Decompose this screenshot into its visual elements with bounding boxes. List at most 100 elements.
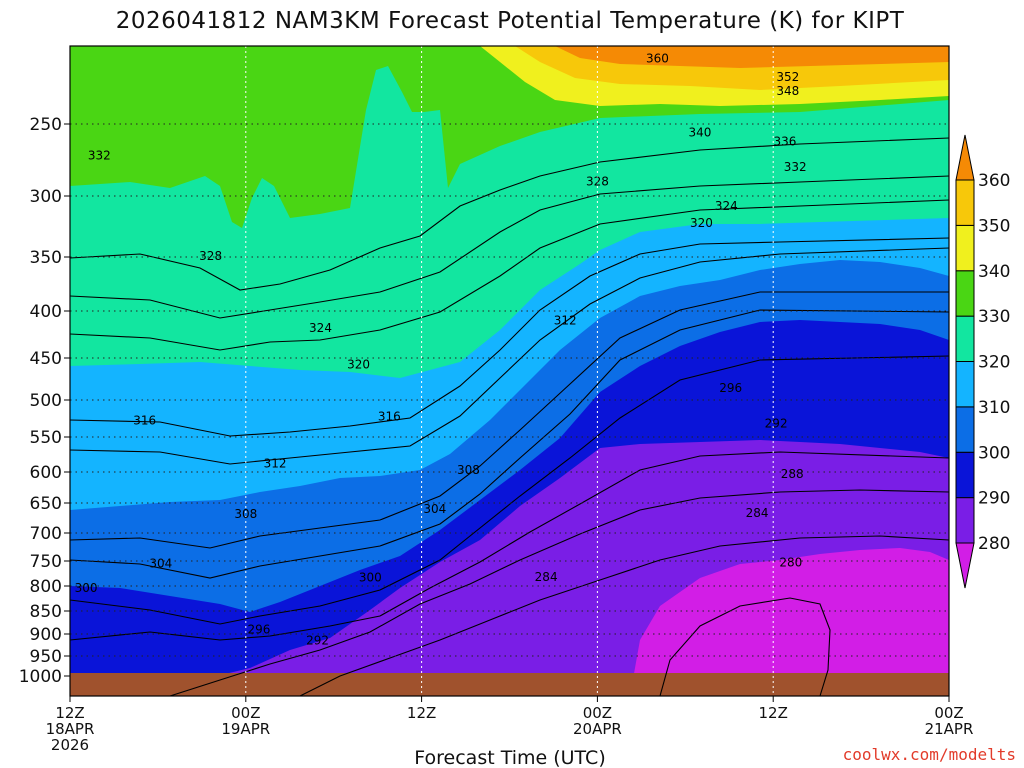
plot-frame	[69, 45, 950, 697]
contour-label: 332	[88, 149, 111, 163]
y-tick-label: 250	[30, 115, 62, 135]
y-tick-label: 900	[30, 625, 62, 645]
y-tick-label: 650	[30, 494, 62, 514]
contour-line	[70, 291, 949, 549]
contour-lines	[70, 137, 949, 696]
y-tick-label: 300	[30, 187, 62, 207]
y-tick-label: 550	[30, 428, 62, 448]
contour-label: 340	[688, 126, 711, 140]
contour-label: 312	[264, 457, 287, 471]
colorbar-label: 340	[978, 262, 1010, 282]
contour-label: 308	[234, 507, 257, 521]
contour-label: 328	[199, 249, 222, 263]
colorbar-label: 280	[978, 534, 1010, 554]
contour-label: 352	[776, 70, 799, 84]
y-tick-label: 950	[30, 647, 62, 667]
colorbar-label: 300	[978, 443, 1010, 463]
colorbar-segment-high	[955, 134, 975, 181]
y-axis: 250 300 350 400 450 500 550 600 650 700 750 800 850 9…	[19, 115, 70, 687]
y-tick-label: 350	[30, 248, 62, 268]
y-tick-label: 850	[30, 602, 62, 622]
contour-label: 280	[779, 556, 802, 570]
filled-bands	[70, 46, 949, 696]
y-tick-label: 450	[30, 349, 62, 369]
contour-line	[70, 175, 949, 319]
contour-line	[70, 237, 949, 437]
x-tick-label: 12Z	[407, 704, 436, 722]
contour-label: 304	[149, 557, 172, 571]
contour-line	[659, 597, 831, 696]
contour-label: 336	[773, 134, 796, 148]
contour-label: 288	[781, 467, 804, 481]
y-tick-label: 700	[30, 524, 62, 544]
colorbar-segment-310	[955, 361, 975, 408]
colorbar-label: 320	[978, 353, 1010, 373]
contour-label: 360	[646, 51, 669, 65]
colorbar-segment-300	[955, 406, 975, 453]
y-tick-label: 600	[30, 463, 62, 483]
contour-label: 308	[457, 463, 480, 477]
contour-label: 316	[378, 409, 401, 423]
contour-labels: 3603523483403363323323283243203283123243…	[75, 51, 807, 647]
y-tick-label: 1000	[19, 667, 62, 687]
contour-line	[70, 137, 949, 291]
chart-title: 2026041812 NAM3KM Forecast Potential Tem…	[116, 8, 905, 34]
colorbar-label: 330	[978, 307, 1010, 327]
y-tick-label: 500	[30, 391, 62, 411]
colorbar-segment-330	[955, 270, 975, 317]
contour-line	[169, 489, 949, 696]
y-tick-label: 750	[30, 552, 62, 572]
credit-link[interactable]: coolwx.com/modelts	[843, 745, 1016, 764]
contour-line	[70, 355, 949, 625]
contour-label: 312	[554, 313, 577, 327]
x-tick-label: 18APR	[46, 720, 95, 738]
x-tick-label: 12Z	[759, 704, 788, 722]
contour-label: 296	[248, 622, 271, 636]
contour-label: 332	[784, 160, 807, 174]
contour-label: 300	[359, 571, 382, 585]
x-tick-label: 00Z	[934, 704, 963, 722]
y-tick-label: 400	[30, 302, 62, 322]
contour-label: 284	[746, 506, 769, 520]
contour-label: 320	[347, 358, 370, 372]
x-tick-label: 21APR	[925, 720, 974, 738]
x-tick-label: 20APR	[573, 720, 622, 738]
colorbar-segment-350	[955, 179, 975, 226]
colorbar-segment-340	[955, 224, 975, 272]
contour-line	[70, 199, 949, 351]
contour-label: 284	[535, 570, 558, 584]
contour-label: 296	[719, 381, 742, 395]
contour-label: 328	[586, 175, 609, 189]
contour-line	[299, 535, 949, 696]
contour-label: 300	[75, 581, 98, 595]
colorbar-label: 290	[978, 489, 1010, 509]
x-tick-label: 19APR	[221, 720, 270, 738]
contour-line	[70, 309, 949, 579]
colorbar: 280 290 300 310 320 330 340 350 360	[955, 134, 1010, 589]
colorbar-label: 360	[978, 171, 1010, 191]
band-360-370	[555, 46, 949, 68]
x-tick-label: 00Z	[583, 704, 612, 722]
contour-label: 324	[715, 199, 738, 213]
x-tick-label: 00Z	[231, 704, 260, 722]
contour-label: 320	[690, 216, 713, 230]
colorbar-segment-280	[955, 497, 975, 544]
colorbar-label: 350	[978, 216, 1010, 236]
x-tick-label: 12Z	[55, 704, 84, 722]
contour-line	[70, 247, 949, 465]
colorbar-segment-290	[955, 451, 975, 499]
band-270-280	[630, 548, 949, 696]
contour-label: 304	[423, 502, 446, 516]
terrain-ground	[70, 673, 949, 696]
contour-line	[70, 451, 949, 641]
contour-label: 316	[133, 414, 156, 428]
gridlines	[70, 46, 949, 696]
contour-label: 292	[306, 634, 329, 648]
colorbar-segment-320	[955, 315, 975, 362]
contour-label: 324	[309, 321, 332, 335]
x-tick-label: 2026	[51, 736, 89, 754]
colorbar-label: 310	[978, 398, 1010, 418]
x-axis-label: Forecast Time (UTC)	[414, 747, 605, 768]
